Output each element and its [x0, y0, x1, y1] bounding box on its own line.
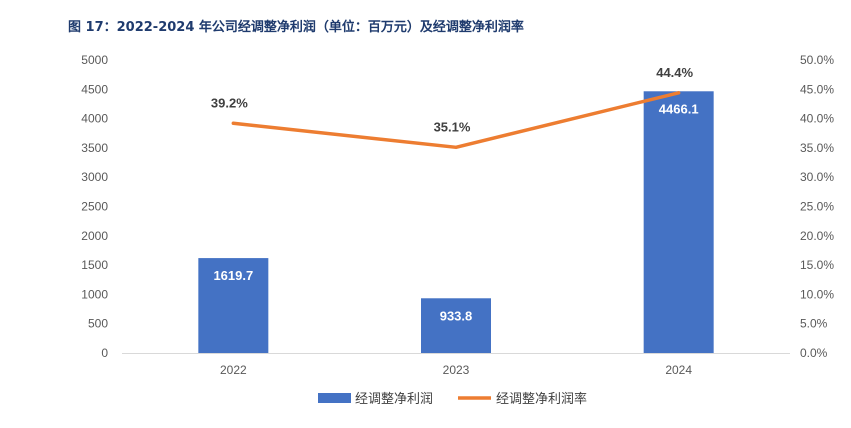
left-tick-label: 2500: [81, 200, 108, 214]
line-series: [231, 91, 681, 150]
left-tick-label: 3000: [81, 170, 108, 184]
bar-2023: [421, 298, 491, 353]
line-data-label: 35.1%: [434, 119, 471, 134]
left-tick-label: 2000: [81, 229, 108, 243]
margin-line: [231, 91, 681, 150]
right-tick-label: 35.0%: [800, 141, 834, 155]
right-tick-label: 25.0%: [800, 200, 834, 214]
legend-label-line: 经调整净利润率: [496, 391, 587, 407]
x-tick-label: 2023: [443, 363, 470, 377]
line-data-label: 44.4%: [656, 65, 693, 80]
legend-swatch-bar: [318, 393, 351, 403]
left-tick-label: 4000: [81, 112, 108, 126]
left-tick-label: 4500: [81, 82, 108, 96]
bar-data-label: 933.8: [440, 308, 473, 323]
right-tick-label: 15.0%: [800, 258, 834, 272]
right-tick-label: 10.0%: [800, 287, 834, 301]
right-tick-label: 40.0%: [800, 112, 834, 126]
left-tick-label: 1000: [81, 287, 108, 301]
bar-series: [198, 91, 714, 354]
bar-data-label: 4466.1: [659, 101, 699, 116]
left-tick-label: 1500: [81, 258, 108, 272]
right-tick-label: 50.0%: [800, 53, 834, 67]
line-data-labels: 39.2% 35.1% 44.4%: [211, 65, 694, 134]
right-axis-ticks: 0.0% 5.0% 10.0% 15.0% 20.0% 25.0% 30.0% 35.0% 40…: [800, 53, 834, 360]
right-tick-label: 5.0%: [800, 317, 828, 331]
legend-label-bar: 经调整净利润: [355, 392, 433, 407]
x-axis-tick-labels: 2022 2023 2024: [220, 363, 692, 377]
right-tick-label: 20.0%: [800, 229, 834, 243]
figure-title: 图 17：2022-2024 年公司经调整净利润（单位：百万元）及经调整净利润率: [68, 20, 524, 35]
bar-data-label: 1619.7: [213, 268, 253, 283]
bar-2024: [643, 91, 714, 354]
bar-2022: [198, 258, 269, 353]
x-tick-label: 2024: [665, 363, 692, 377]
right-tick-label: 0.0%: [800, 346, 828, 360]
line-data-label: 39.2%: [211, 95, 248, 110]
left-tick-label: 3500: [81, 141, 108, 155]
left-tick-label: 0: [101, 346, 108, 360]
left-axis-ticks: 0 500 1000 1500 2000 2500 3000 3500 4000 4500 5000: [81, 53, 108, 360]
right-tick-label: 45.0%: [800, 82, 834, 96]
right-tick-label: 30.0%: [800, 170, 834, 184]
x-tick-label: 2022: [220, 363, 247, 377]
legend: 经调整净利润 经调整净利润率: [318, 391, 587, 407]
left-tick-label: 500: [88, 317, 108, 331]
bar-data-labels: 1619.7 933.8 4466.1: [213, 101, 698, 323]
left-tick-label: 5000: [81, 53, 108, 67]
